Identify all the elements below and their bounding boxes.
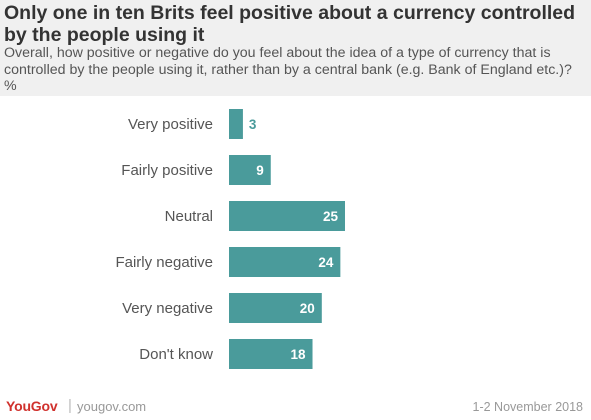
category-label: Neutral — [165, 208, 213, 225]
value-label: 3 — [249, 117, 257, 132]
site-link[interactable]: yougov.com — [77, 399, 147, 414]
value-label: 9 — [256, 163, 264, 178]
category-label: Fairly negative — [115, 254, 213, 271]
category-label: Very negative — [122, 300, 213, 317]
value-label: 25 — [323, 209, 339, 224]
survey-date: 1-2 November 2018 — [472, 400, 583, 414]
bar — [229, 293, 322, 323]
category-label: Fairly positive — [121, 162, 213, 179]
value-label: 20 — [300, 301, 315, 316]
bar — [229, 339, 313, 369]
bar — [229, 109, 243, 139]
footer: YouGov | yougov.com 1-2 November 2018 — [0, 396, 591, 420]
value-label: 18 — [290, 347, 306, 362]
bar-chart: Very positive 3 Fairly positive 9 Neutral 25 F… — [115, 109, 345, 369]
category-label: Don't know — [139, 346, 213, 363]
footer-separator: | — [68, 397, 72, 414]
bar — [229, 155, 271, 185]
category-label: Very positive — [128, 116, 213, 133]
yougov-logo[interactable]: YouGov — [6, 398, 58, 414]
bar — [229, 201, 345, 231]
chart-subtitle: Overall, how positive or negative do you… — [4, 45, 572, 94]
chart-title: Only one in ten Brits feel positive abou… — [4, 2, 576, 46]
value-label: 24 — [318, 255, 334, 270]
bar — [229, 247, 341, 277]
header: Only one in ten Brits feel positive abou… — [0, 0, 591, 96]
